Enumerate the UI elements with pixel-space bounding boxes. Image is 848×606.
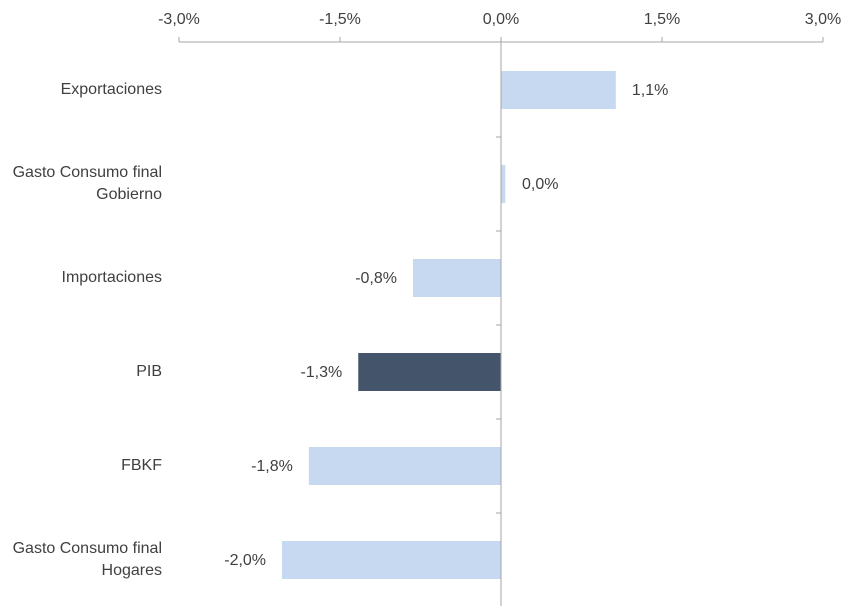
- x-tick-label: 3,0%: [805, 11, 841, 28]
- x-tick-label: -1,5%: [319, 11, 361, 28]
- bar: [358, 353, 501, 391]
- bar: [308, 447, 501, 485]
- x-tick-label: -3,0%: [158, 11, 200, 28]
- value-label: -0,8%: [355, 270, 397, 287]
- bar: [501, 71, 616, 109]
- bar: [412, 259, 501, 297]
- category-label: FBKF: [121, 457, 162, 474]
- x-tick-label: 0,0%: [483, 11, 519, 28]
- bar: [501, 165, 506, 203]
- category-label: Gasto Consumo final Gobierno: [12, 164, 162, 203]
- value-label: 0,0%: [522, 176, 558, 193]
- category-label: Exportaciones: [60, 81, 162, 98]
- category-label: PIB: [136, 363, 162, 380]
- value-label: -2,0%: [224, 552, 266, 569]
- value-label: -1,8%: [251, 458, 293, 475]
- value-label: -1,3%: [300, 364, 342, 381]
- category-label: Gasto Consumo final Hogares: [12, 540, 162, 579]
- x-tick-label: 1,5%: [644, 11, 680, 28]
- value-label: 1,1%: [632, 82, 668, 99]
- category-label: Importaciones: [61, 269, 163, 286]
- bar: [282, 541, 501, 579]
